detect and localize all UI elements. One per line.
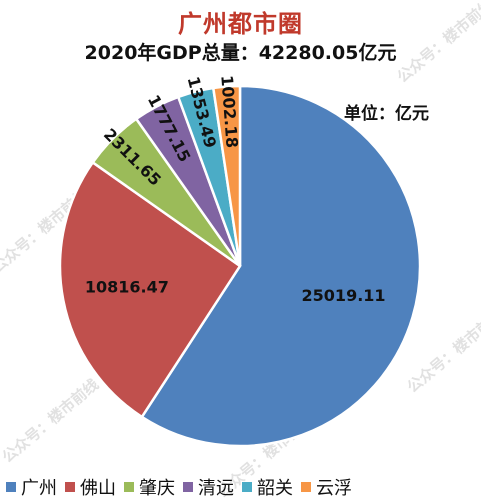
pie-chart: 25019.1110816.472311.651777.151353.49100… — [58, 75, 422, 448]
pie-slice-1 — [140, 84, 422, 448]
pie-slice-6 — [211, 84, 242, 267]
legend-label: 清远 — [198, 478, 234, 499]
chart-legend: 广州 佛山 肇庆 清远 韶关 云浮 — [6, 475, 481, 499]
legend-item: 广州 — [6, 474, 57, 500]
legend-item: 韶关 — [242, 474, 293, 500]
legend-swatch — [65, 482, 75, 492]
pie-slice-2 — [58, 160, 242, 419]
legend-label: 佛山 — [80, 478, 116, 499]
data-label-2: 10816.47 — [85, 277, 169, 296]
legend-label: 肇庆 — [139, 478, 175, 499]
legend-swatch — [301, 482, 311, 492]
chart-subtitle: 2020年GDP总量：42280.05亿元 — [84, 42, 397, 64]
legend-label: 广州 — [21, 478, 57, 499]
legend-item: 肇庆 — [124, 474, 175, 500]
unit-label: 单位：亿元 — [344, 104, 429, 124]
legend-item: 佛山 — [65, 474, 116, 500]
legend-swatch — [6, 482, 16, 492]
data-label-1: 25019.11 — [302, 286, 386, 305]
legend-swatch — [183, 482, 193, 492]
legend-item: 清远 — [183, 474, 234, 500]
legend-label: 云浮 — [316, 478, 352, 499]
legend-label: 韶关 — [257, 478, 293, 499]
legend-swatch — [242, 482, 252, 492]
chart-title: 广州都市圈 — [178, 10, 303, 38]
legend-item: 云浮 — [301, 474, 352, 500]
legend-swatch — [124, 482, 134, 492]
